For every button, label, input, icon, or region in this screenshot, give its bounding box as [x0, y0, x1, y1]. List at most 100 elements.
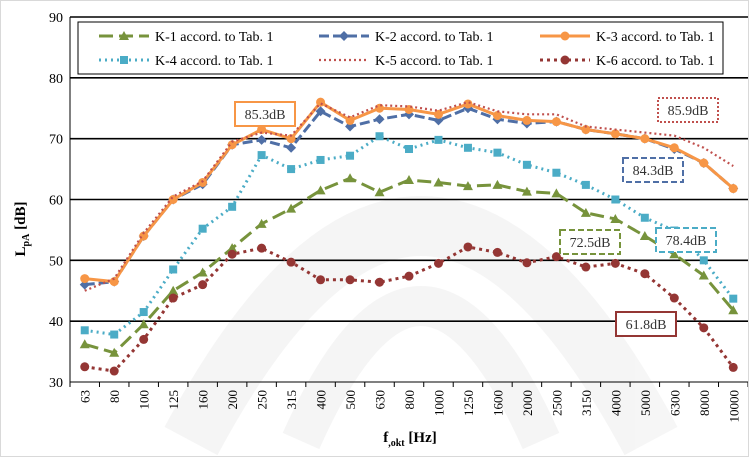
x-tick-label-315: 315 — [284, 390, 299, 410]
x-tick-label-160: 160 — [196, 390, 211, 410]
grid — [70, 16, 748, 322]
annotation-label: 84.3dB — [633, 164, 674, 179]
annotation-label: 85.9dB — [668, 104, 709, 119]
y-tick-label-70: 70 — [49, 133, 63, 148]
x-tick-label-63: 63 — [78, 390, 93, 403]
y-axis-label-unit: [dB] — [13, 202, 29, 234]
legend-item-k2: K-2 accord. to Tab. 1 — [319, 30, 494, 45]
x-tick-label-2000: 2000 — [520, 390, 535, 416]
x-tick-label-8000: 8000 — [697, 390, 712, 416]
annotation-label: 78.4dB — [666, 234, 707, 249]
series-k1-point — [374, 187, 385, 197]
axes — [69, 17, 748, 383]
series-k6-point — [404, 271, 414, 281]
series-k4-point — [463, 143, 472, 152]
series-k6-point — [522, 258, 532, 268]
legend-swatch-marker — [560, 31, 570, 41]
x-tick-label-200: 200 — [225, 390, 240, 410]
annotation-box — [657, 97, 719, 123]
annotation-78.4dB: 78.4dB — [655, 227, 717, 253]
series-k4-point — [640, 213, 649, 222]
series-k6-point — [227, 249, 237, 259]
x-tick-label-10000: 10000 — [726, 390, 741, 423]
x-tick-label-1250: 1250 — [461, 390, 476, 416]
series-k5 — [84, 101, 734, 292]
annotation-box — [622, 157, 684, 183]
series-k6-point — [728, 362, 738, 372]
x-tick-label-6300: 6300 — [667, 390, 682, 416]
series-k6-point — [433, 258, 443, 268]
series-k1-point — [315, 185, 326, 195]
series-k6-point — [581, 262, 591, 272]
x-axis-label-main: f — [383, 430, 389, 446]
y-axis-ticks: 30 40 50 60 70 80 90 — [49, 11, 63, 391]
x-tick-label-800: 800 — [402, 390, 417, 410]
series-k4-point — [552, 168, 561, 177]
annotation-box — [655, 227, 717, 253]
watermark — [164, 196, 678, 456]
annotation-72.5dB: 72.5dB — [559, 229, 621, 255]
x-tick-label-4000: 4000 — [608, 390, 623, 416]
y-axis-label-sub: pA — [21, 233, 32, 247]
series-k2-point — [315, 106, 326, 117]
series-k4-point — [139, 308, 148, 317]
legend-swatch-marker — [339, 31, 349, 41]
y-axis-label-main: L — [13, 246, 29, 256]
series-k4-point — [228, 202, 237, 211]
legend-label: K-3 accord. to Tab. 1 — [596, 30, 715, 45]
x-tick-label-630: 630 — [373, 390, 388, 410]
x-axis-label-unit: [Hz] — [405, 430, 437, 446]
series-k3-point — [640, 134, 650, 144]
series-k1-point — [79, 339, 90, 349]
series-k1-point — [404, 175, 414, 185]
series-k1 — [79, 173, 739, 357]
legend-item-k1: K-1 accord. to Tab. 1 — [99, 30, 274, 45]
watermark-arc — [164, 196, 678, 456]
x-tick-label-100: 100 — [137, 390, 152, 410]
series-k3-point — [168, 195, 178, 204]
series-k3-point — [316, 97, 326, 107]
series-k3-point — [581, 125, 591, 135]
series-k1-point — [551, 188, 562, 198]
series-k3 — [80, 97, 738, 287]
series-k4-point — [169, 265, 178, 274]
series-k3-point — [433, 109, 443, 119]
series-k6-point — [640, 269, 650, 279]
x-tick-label-2500: 2500 — [549, 390, 564, 416]
series-k1-point — [462, 181, 473, 191]
x-tick-label-250: 250 — [255, 390, 270, 410]
x-tick-label-400: 400 — [314, 390, 329, 410]
annotation-85.3dB: 85.3dB — [234, 101, 296, 127]
series-k3-point — [345, 115, 355, 125]
annotation-85.9dB: 85.9dB — [657, 97, 719, 123]
series-k3-point — [669, 143, 679, 153]
series-k2-point — [256, 134, 267, 145]
legend-item-k6: K-6 accord. to Tab. 1 — [540, 54, 715, 69]
series-k4-line — [84, 134, 735, 337]
annotation-label: 72.5dB — [570, 236, 611, 251]
series-k3-point — [522, 115, 532, 125]
x-tick-label-125: 125 — [166, 390, 181, 410]
annotation-label: 85.3dB — [245, 108, 286, 123]
series-k2-point — [286, 142, 297, 153]
series-k6-point — [345, 275, 355, 285]
annotation-box — [559, 229, 621, 255]
legend-label: K-4 accord. to Tab. 1 — [155, 54, 274, 69]
series-k1-point — [610, 213, 621, 223]
y-tick-label-30: 30 — [49, 376, 63, 391]
series-k1-point — [492, 179, 503, 189]
series-k1-point — [286, 203, 297, 213]
x-tick-label-500: 500 — [343, 390, 358, 410]
x-axis-label: f,okt [Hz] — [383, 430, 436, 449]
x-tick-label-1600: 1600 — [490, 390, 505, 416]
series-k4-point — [257, 151, 266, 160]
watermark-arc-inner — [282, 286, 560, 450]
series-k4-point — [198, 224, 207, 233]
series-k6-point — [551, 252, 561, 262]
series-k3-point — [286, 134, 296, 144]
series-k4-point — [699, 256, 708, 265]
series-k1-point — [109, 347, 120, 357]
series-k4-point — [493, 148, 502, 157]
series-k6-point — [316, 275, 326, 285]
x-tick-label-5000: 5000 — [638, 390, 653, 416]
